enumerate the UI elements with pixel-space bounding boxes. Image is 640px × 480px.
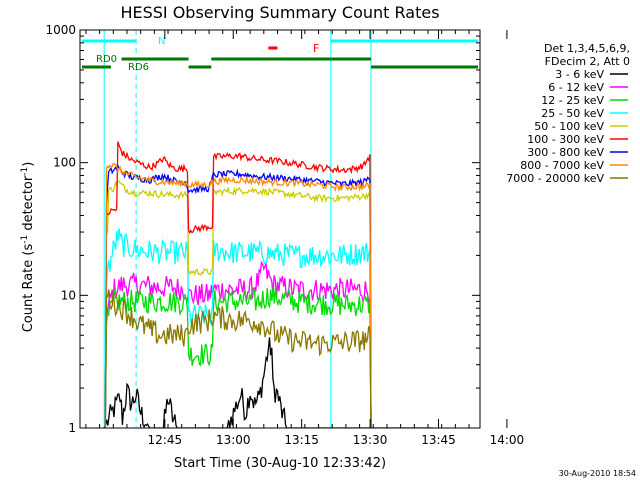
y-axis-label-part: ) [21, 162, 36, 167]
y-tick-label: 1 [68, 421, 76, 435]
plot-area: N F RD0 RD6 1 10 100 1000 12:45 13:00 13:15 13:30 13… [45, 23, 524, 447]
legend-label: 7000 - 20000 keV [506, 172, 604, 185]
legend: Det 1,3,4,5,6,9,FDecim 2, Att 03 - 6 keV… [506, 42, 630, 185]
series-line-7000-20000-kev [104, 289, 372, 428]
legend-label: 12 - 25 keV [541, 94, 604, 107]
series-line-12-25-kev [104, 285, 372, 428]
chart-title: HESSI Observing Summary Count Rates [120, 3, 439, 22]
plot-frame [79, 29, 481, 429]
series-line-800-7000-kev [104, 162, 372, 428]
x-tick-label: 13:45 [421, 433, 456, 447]
timestamp: 30-Aug-2010 18:54 [559, 469, 636, 478]
y-tick-label: 10 [61, 288, 76, 302]
flare-label: F [313, 42, 319, 55]
x-axis-label: Start Time (30-Aug-10 12:33:42) [174, 456, 386, 471]
series-line-25-50-kev [104, 228, 372, 428]
legend-label: 100 - 300 keV [527, 133, 604, 146]
legend-header: Det 1,3,4,5,6,9, [544, 42, 630, 55]
series-group [103, 141, 433, 428]
series-line-50-100-kev [104, 180, 372, 428]
y-axis-label-text: Count Rate (s-1 detector-1) [20, 162, 36, 333]
legend-label: 800 - 7000 keV [520, 159, 604, 172]
series-line-3-6-kev [103, 337, 433, 428]
x-tick-label: 12:45 [148, 433, 183, 447]
y-tick-label: 1000 [45, 23, 76, 37]
rd6-label: RD6 [128, 62, 149, 73]
x-tick-label: 13:30 [353, 433, 388, 447]
x-tick-label: 13:15 [284, 433, 319, 447]
night-label: N [158, 36, 165, 47]
rd0-label: RD0 [96, 54, 117, 65]
legend-header: FDecim 2, Att 0 [545, 55, 630, 68]
series-line-6-12-kev [104, 260, 372, 428]
legend-label: 300 - 800 keV [527, 146, 604, 159]
y-axis-label-part: -1 [20, 235, 30, 244]
x-tick-label: 14:00 [490, 433, 525, 447]
y-axis-label-part: -1 [20, 167, 30, 176]
legend-label: 50 - 100 keV [534, 120, 604, 133]
legend-label: 3 - 6 keV [555, 68, 604, 81]
y-tick-label: 100 [53, 156, 76, 170]
y-axis-label-part: Count Rate (s [21, 244, 36, 333]
legend-label: 25 - 50 keV [541, 107, 604, 120]
y-axis-label-part: detector [21, 175, 36, 235]
legend-label: 6 - 12 keV [548, 81, 604, 94]
y-axis-label: Count Rate (s-1 detector-1) [20, 162, 36, 333]
x-tick-label: 13:00 [216, 433, 251, 447]
series-line-100-300-kev [104, 141, 372, 428]
